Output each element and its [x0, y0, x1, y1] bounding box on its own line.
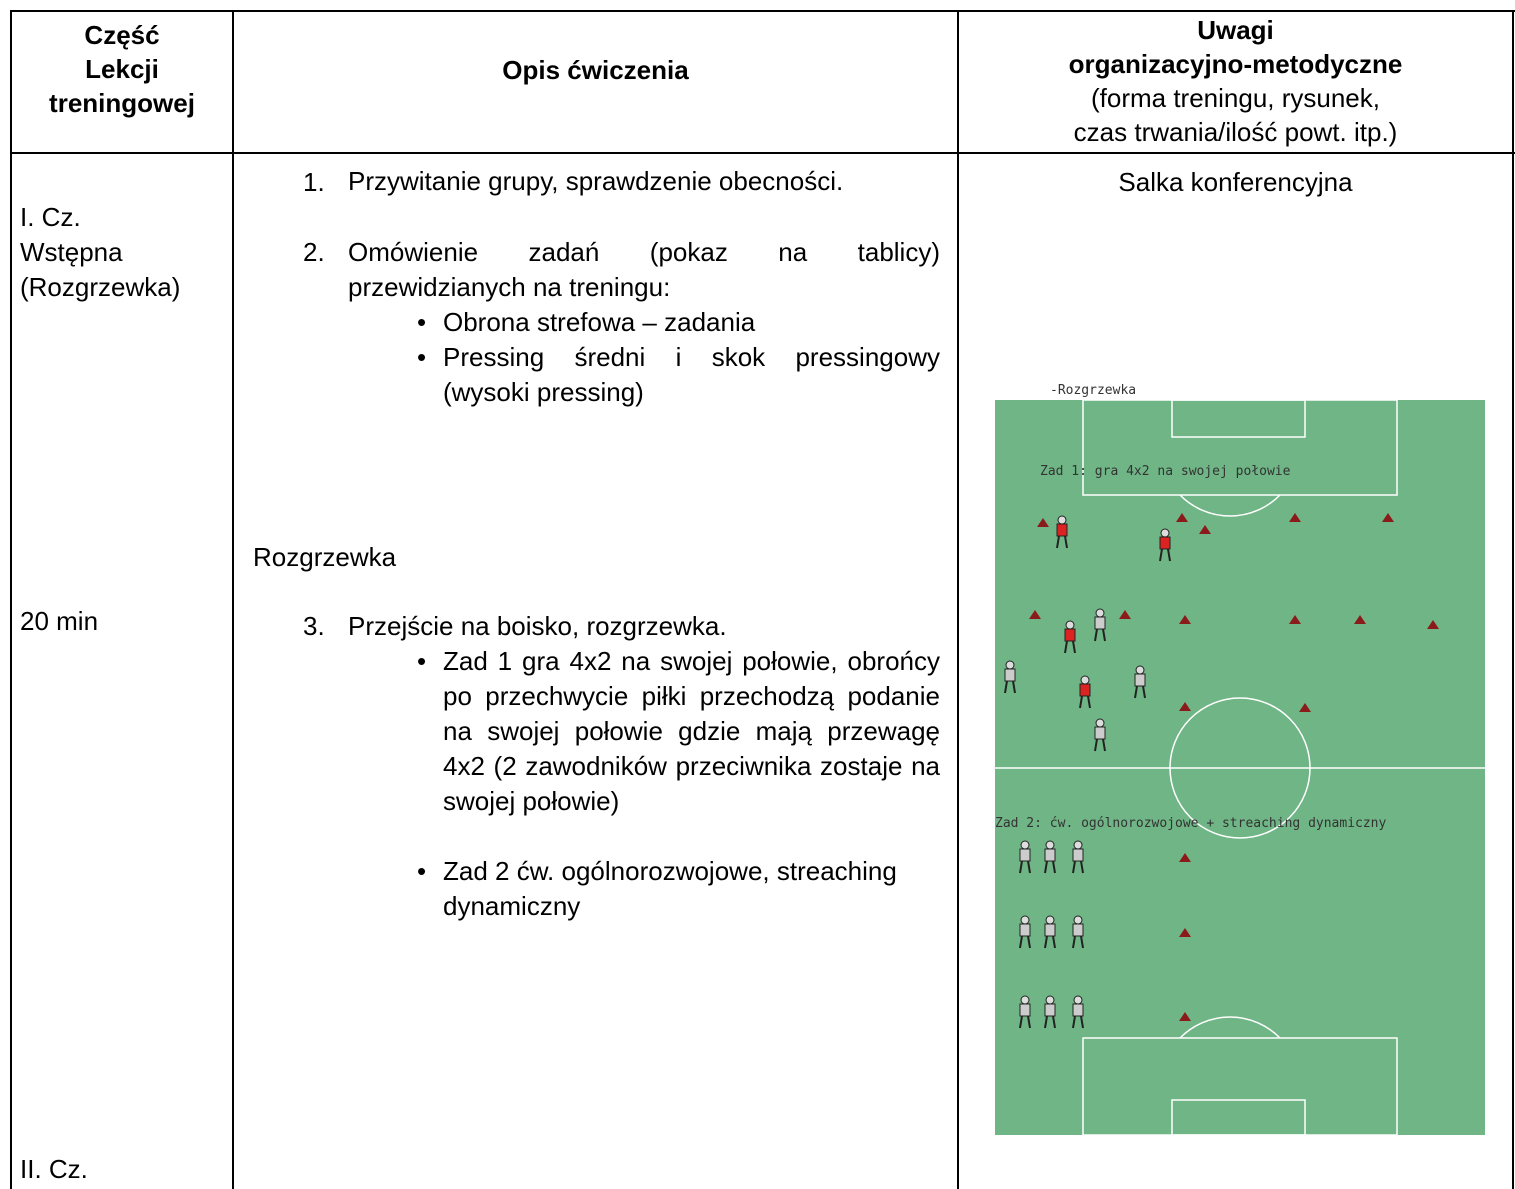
bullet-text: Obrona strefowa – zadania: [417, 305, 940, 340]
player: [1044, 915, 1056, 949]
table-border: [10, 152, 1515, 154]
list-text: Przejście na boisko, rozgrzewka.: [348, 611, 727, 641]
cone: [1289, 513, 1301, 522]
table-border: [1512, 10, 1514, 1189]
cone: [1179, 928, 1191, 937]
player: [1094, 608, 1106, 642]
list-number: 3.: [303, 611, 325, 641]
text: Salka konferencyjna: [1118, 167, 1353, 197]
cone: [1029, 610, 1041, 619]
table-border: [232, 10, 234, 1189]
cone: [1199, 525, 1211, 534]
header-text: czas trwania/ilość powt. itp.): [1073, 117, 1398, 147]
bullet-text: Zad 2 ćw. ogólnorozwojowe, streaching dy…: [417, 854, 940, 924]
player: [1159, 528, 1171, 562]
bullet-text: Zad 1 gra 4x2 na swojej połowie, obrońcy…: [417, 644, 940, 819]
diagram-label: Zad 2: ćw. ogólnorozwojowe + streaching …: [995, 816, 1387, 831]
list-number: 1.: [303, 167, 325, 197]
header-text: treningowej: [49, 88, 195, 118]
cones: [1029, 513, 1439, 1021]
text: Wstępna: [20, 237, 123, 267]
cone: [1179, 1012, 1191, 1021]
cone: [1179, 702, 1191, 711]
header-text: organizacyjno-metodyczne: [1068, 49, 1403, 79]
text: 20 min: [20, 606, 99, 636]
text: (Rozgrzewka): [20, 272, 181, 302]
cone: [1354, 615, 1366, 624]
cone: [1176, 513, 1188, 522]
cone: [1289, 615, 1301, 624]
cone: [1179, 615, 1191, 624]
players: [1004, 515, 1171, 1029]
list-text: Przywitanie grupy, sprawdzenie obecności…: [348, 166, 844, 196]
player: [1072, 840, 1084, 874]
text: I. Cz.: [20, 202, 81, 232]
cone: [1037, 518, 1049, 527]
diagram-title: -Rozgrzewka: [1050, 383, 1136, 398]
list-number: 2.: [303, 237, 325, 267]
player: [1072, 915, 1084, 949]
cone: [1427, 620, 1439, 629]
cone: [1299, 703, 1311, 712]
header-text: Część: [84, 20, 160, 50]
player: [1019, 915, 1031, 949]
bullet-text: Pressing średni i skok pressingowy (wyso…: [417, 340, 940, 410]
pitch-lines: [995, 399, 1485, 1136]
player: [1056, 515, 1068, 549]
player: [1094, 718, 1106, 752]
player: [1072, 995, 1084, 1029]
cone: [1382, 513, 1394, 522]
player: [1064, 620, 1076, 654]
diagram-label: Zad 1: gra 4x2 na swojej połowie: [1040, 464, 1291, 479]
table-border: [10, 10, 12, 1189]
table-border: [10, 10, 1515, 12]
player: [1019, 995, 1031, 1029]
cone: [1119, 610, 1131, 619]
header-text: (forma treningu, rysunek,: [1090, 83, 1380, 113]
header-text: Opis ćwiczenia: [502, 55, 689, 85]
cone: [1179, 853, 1191, 862]
pitch-diagram: -Rozgrzewka Zad 1: gra 4x2 na swojej poł…: [995, 383, 1485, 1136]
list-text: Omówienie zadań (pokaz na tablicy) przew…: [348, 237, 940, 302]
text: II. Cz.: [20, 1154, 88, 1184]
header-cell: Część Lekcji treningowej: [12, 18, 232, 120]
header-text: Lekcji: [85, 54, 159, 84]
player: [1079, 675, 1091, 709]
player: [1134, 665, 1146, 699]
player: [1044, 840, 1056, 874]
header-cell: Uwagi organizacyjno-metodyczne (forma tr…: [959, 13, 1512, 149]
part-cell: I. Cz. Wstępna (Rozgrzewka): [20, 200, 180, 305]
section-title: Rozgrzewka: [253, 542, 397, 572]
header-text: Uwagi: [1197, 15, 1274, 45]
player: [1019, 840, 1031, 874]
table-border: [957, 10, 959, 1189]
player: [1044, 995, 1056, 1029]
player: [1004, 660, 1016, 694]
